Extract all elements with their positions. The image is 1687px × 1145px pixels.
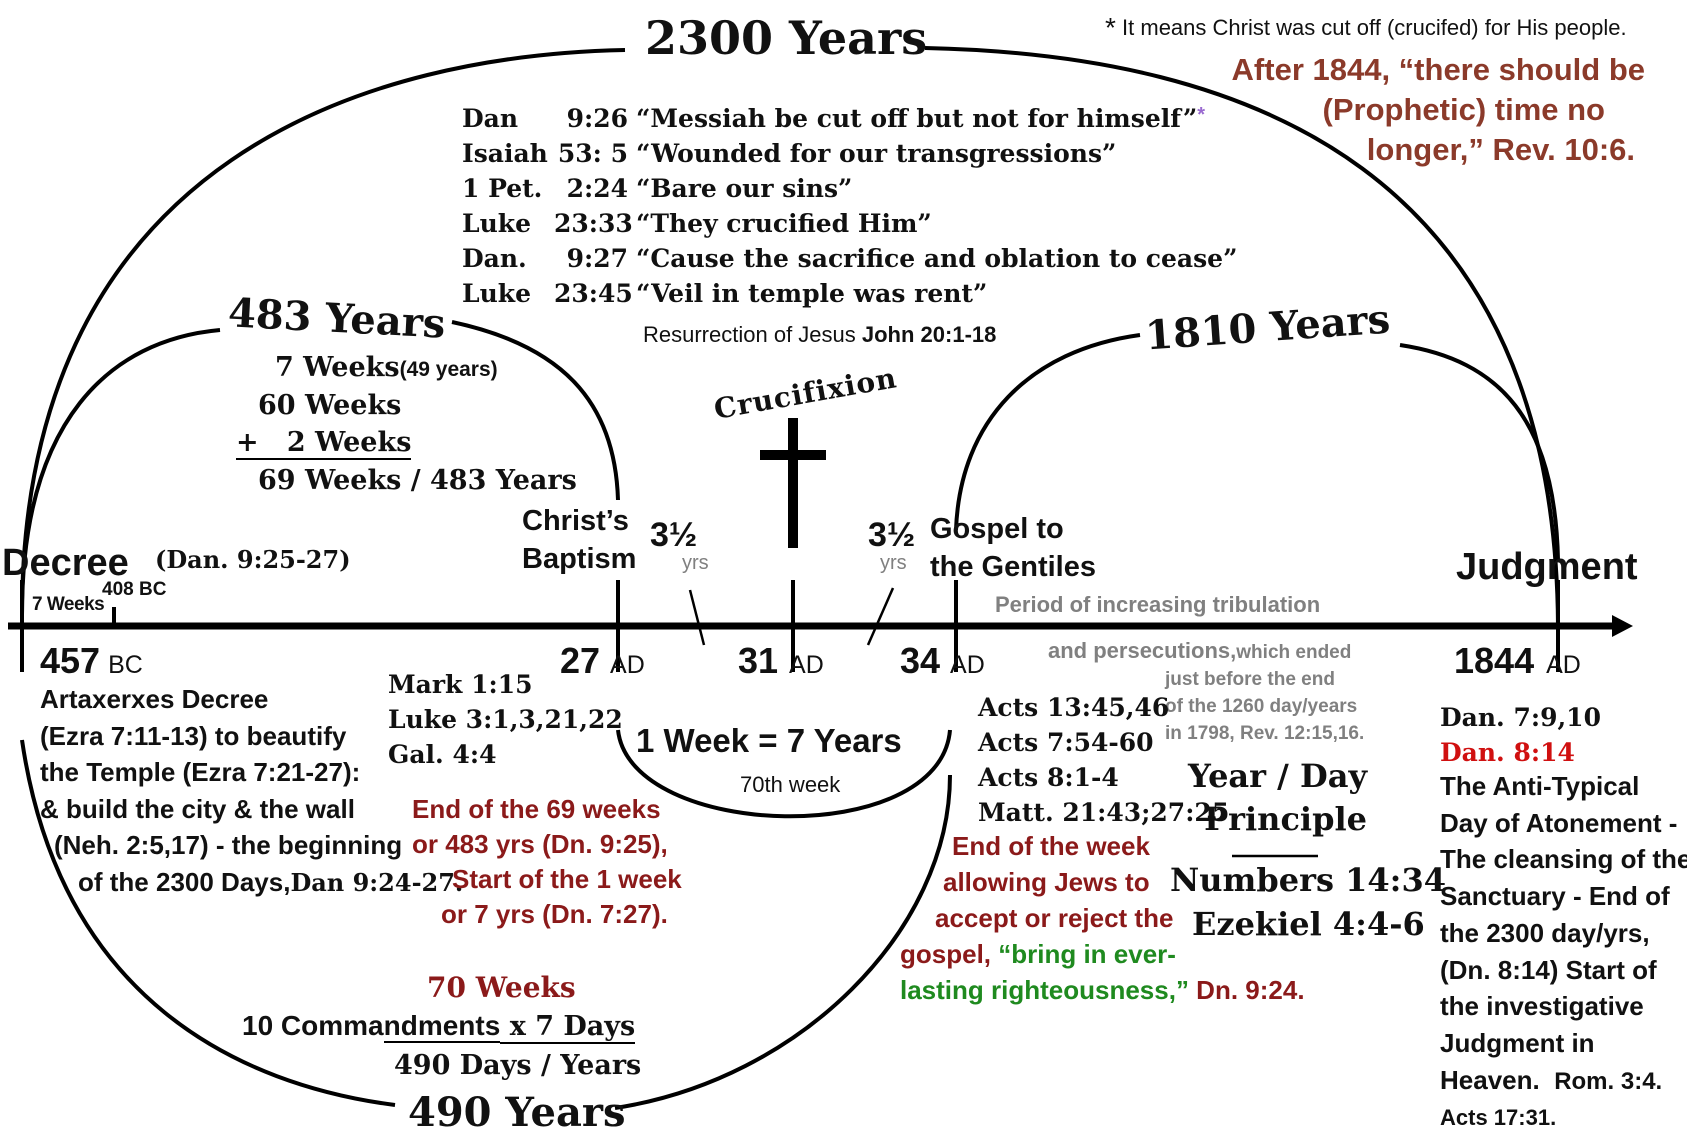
atonement-text: The Anti-Typical Day of Atonement - The … (1440, 771, 1687, 1131)
persecutions-detail: just before the end of the 1260 day/year… (1165, 669, 1365, 744)
arc-483-years-left (20, 328, 221, 616)
half-week-left: 3½ (650, 516, 698, 554)
pointer-right-half (866, 587, 895, 646)
scripture-ref-row: Dan 9:26 “Messiah be cut off but not for h… (462, 104, 1206, 133)
title-2300-years: 2300 Years (645, 11, 928, 65)
scripture-ref-row: Dan. 9:27 “Cause the sacrifice and oblatio… (462, 244, 1238, 273)
ref-dan-7: Dan. 7:9,10 (1440, 703, 1601, 732)
date-34-ad: 34 AD (900, 640, 985, 681)
ten-commandments: 10 Commandments x 7 Days (242, 1010, 636, 1044)
label-490-days: 490 Days / Years (394, 1050, 642, 1081)
after-1844-line: longer,” Rev. 10:6. (1366, 132, 1635, 167)
persecutions-rest: which ended (1236, 642, 1352, 663)
timeline-arrowhead (1612, 615, 1633, 637)
date-457-bc: 457 BC (40, 640, 143, 681)
label-gospel-gentiles: Gospel to the Gentiles (930, 513, 1096, 583)
date-27-ad: 27 AD (560, 640, 645, 681)
resurrection-text: Resurrection of Jesus (643, 322, 862, 347)
arc-2300-years (20, 48, 626, 616)
after-1844-line: After 1844, “there should be (1231, 52, 1645, 87)
arc-490-years-right (614, 774, 952, 1110)
resurrection-note: Resurrection of Jesus John 20:1-18 (643, 322, 996, 347)
period-tribulation: Period of increasing tribulation (995, 592, 1321, 617)
arc-483-years-right (451, 320, 620, 501)
weeks-line-60: 60 Weeks (258, 390, 402, 421)
label-decree: Decree (2, 542, 129, 584)
scripture-ref-row: Luke 23:45 “Veil in temple was rent” (462, 279, 988, 308)
weeks-line-2: + 2 Weeks (236, 427, 412, 461)
date-1844-ad: 1844 AD (1454, 640, 1581, 681)
scripture-ref-row: 1 Pet. 2:24 “Bare our sins” (462, 174, 853, 203)
after-1844-line: (Prophetic) time no (1322, 92, 1605, 127)
arc-490-years-left (20, 739, 396, 1107)
end-of-week-note: End of the week allowing Jews to accept … (900, 831, 1305, 1005)
pointer-left-half (688, 589, 706, 646)
gentiles-refs: Acts 13:45,46 Acts 7:54-60 Acts 8:1-4 Ma… (978, 693, 1230, 827)
ref-ezekiel: Ezekiel 4:4-6 (1192, 905, 1425, 943)
scripture-ref-row: Isaiah 53: 5 “Wounded for our transgressio… (462, 139, 1117, 168)
date-31-ad: 31 AD (738, 640, 824, 681)
ref-numbers: Numbers 14:34 (1170, 861, 1446, 899)
footnote: * It means Christ was cut off (crucifed)… (1105, 12, 1627, 44)
half-week-right-unit: yrs (880, 552, 907, 574)
arc-70th-week (616, 729, 952, 819)
cross-icon (760, 418, 826, 548)
label-70th-week: 70th week (740, 772, 841, 797)
resurrection-ref: John 20:1-18 (861, 322, 997, 347)
artaxerxes-decree-text: Artaxerxes Decree (Ezra 7:11-13) to beau… (40, 684, 464, 897)
label-70-weeks: 70 Weeks (427, 971, 576, 1004)
end-69-weeks-note: End of the 69 weeks or 483 yrs (Dn. 9:25… (412, 794, 682, 929)
baptism-refs: Mark 1:15 Luke 3:1,3,21,22 Gal. 4:4 (388, 670, 623, 769)
half-week-left-unit: yrs (682, 552, 709, 574)
persecutions-note: and persecutions,which ended (1048, 638, 1351, 664)
half-week-right: 3½ (868, 516, 916, 554)
persecutions-main: and persecutions, (1048, 638, 1237, 663)
label-christs-baptism: Christ’s Baptism (522, 505, 637, 575)
weeks-line-69: 69 Weeks / 483 Years (258, 465, 577, 496)
arc-1810-years-left (954, 333, 1141, 531)
decree-ref: (Dan. 9:25-27) (155, 545, 351, 574)
label-408-bc: 408 BC (102, 579, 167, 600)
label-7-weeks: 7 Weeks (32, 594, 105, 615)
weeks-line-7: 7 Weeks(49 years) (275, 352, 498, 383)
label-judgment: Judgment (1456, 546, 1638, 588)
label-490-years: 490 Years (408, 1089, 626, 1136)
year-day-principle: Year / Day Principle (1188, 757, 1368, 838)
scripture-ref-row: Luke 23:33 “They crucified Him” (462, 209, 932, 238)
week-equation: 1 Week = 7 Years (636, 722, 902, 759)
scripture-refs: Dan 9:26 “Messiah be cut off but not for h… (462, 98, 1237, 311)
ref-dan-8: Dan. 8:14 (1440, 738, 1575, 767)
footnote-star: * (1105, 12, 1116, 43)
arc-1810-years-right (1399, 343, 1560, 561)
footnote-text: It means Christ was cut off (crucifed) f… (1122, 15, 1627, 40)
after-1844-note: After 1844, “there should be (Prophetic)… (1190, 50, 1645, 170)
